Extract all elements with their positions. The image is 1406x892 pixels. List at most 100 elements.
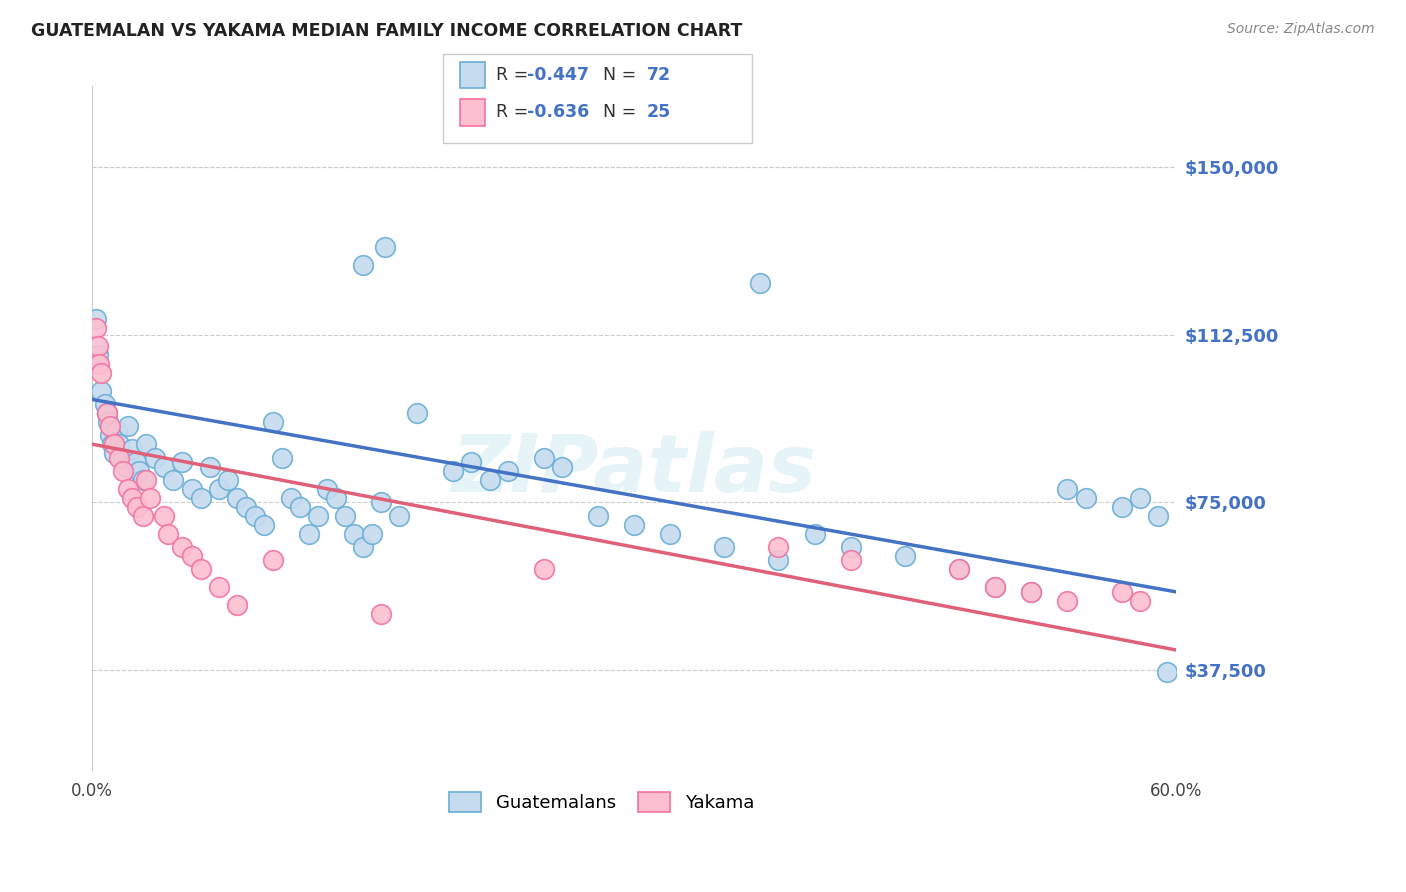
Point (839, 553, 862, 567)
Point (108, 450, 131, 465)
Point (111, 464, 134, 478)
Text: ZIPatlas: ZIPatlas (451, 431, 817, 508)
Point (478, 473, 501, 487)
Point (190, 562, 212, 576)
Point (352, 258, 374, 272)
Point (441, 464, 464, 478)
Point (253, 517, 276, 532)
Point (135, 473, 157, 487)
Point (180, 549, 202, 563)
Point (280, 491, 302, 505)
Point (533, 562, 555, 576)
Point (894, 549, 917, 563)
Point (768, 540, 790, 554)
Text: 72: 72 (647, 66, 671, 84)
Point (333, 508, 356, 523)
Point (749, 276, 772, 290)
Point (103, 446, 125, 460)
Point (370, 495, 392, 509)
Point (388, 508, 411, 523)
Text: -0.636: -0.636 (527, 103, 589, 121)
Point (121, 442, 143, 456)
Point (1146, 508, 1168, 523)
Point (107, 424, 129, 438)
Point (97, 415, 120, 429)
Text: N =: N = (592, 103, 641, 121)
Point (128, 464, 150, 478)
Text: N =: N = (592, 66, 641, 84)
Point (94, 397, 117, 411)
Point (288, 500, 311, 514)
Point (172, 455, 194, 469)
Point (1129, 491, 1152, 505)
Point (172, 540, 194, 554)
Point (96, 406, 118, 420)
Point (132, 473, 155, 487)
Point (460, 455, 482, 469)
Point (325, 491, 347, 505)
Point (803, 526, 825, 541)
Point (145, 450, 167, 465)
Point (1111, 584, 1133, 599)
Point (132, 508, 155, 523)
Point (713, 540, 735, 554)
Point (135, 437, 157, 451)
Point (948, 562, 970, 576)
Point (235, 500, 257, 514)
Point (90, 384, 112, 398)
Point (374, 240, 396, 254)
Point (101, 437, 124, 451)
Point (1074, 491, 1097, 505)
Point (153, 459, 176, 474)
Point (307, 508, 329, 523)
Point (117, 482, 139, 496)
Point (124, 455, 146, 469)
Point (1021, 584, 1043, 599)
Point (225, 598, 247, 612)
Text: GUATEMALAN VS YAKAMA MEDIAN FAMILY INCOME CORRELATION CHART: GUATEMALAN VS YAKAMA MEDIAN FAMILY INCOM… (31, 22, 742, 40)
Point (1056, 482, 1078, 496)
Point (190, 491, 212, 505)
Point (948, 562, 970, 576)
Point (157, 526, 180, 541)
Point (370, 607, 392, 622)
Point (90, 366, 112, 380)
Point (162, 473, 184, 487)
Point (96, 406, 118, 420)
Text: R =: R = (496, 103, 534, 121)
Point (115, 459, 138, 474)
Point (217, 473, 239, 487)
Point (768, 553, 790, 567)
Point (496, 464, 519, 478)
Point (262, 553, 284, 567)
Point (352, 540, 374, 554)
Point (533, 450, 555, 465)
Point (98, 428, 121, 442)
Point (839, 540, 862, 554)
Point (225, 491, 247, 505)
Point (243, 508, 266, 523)
Point (659, 526, 682, 541)
Point (84, 312, 107, 326)
Legend: Guatemalans, Yakama: Guatemalans, Yakama (439, 780, 765, 823)
Text: R =: R = (496, 66, 534, 84)
Point (551, 459, 574, 474)
Point (198, 459, 221, 474)
Point (139, 491, 162, 505)
Point (298, 526, 321, 541)
Point (270, 450, 292, 465)
Point (262, 415, 284, 429)
Point (108, 437, 131, 451)
Point (111, 450, 134, 465)
Point (84, 321, 107, 335)
Point (127, 500, 149, 514)
Point (1021, 584, 1043, 599)
Point (1056, 593, 1078, 607)
Point (180, 482, 202, 496)
Point (1129, 593, 1152, 607)
Point (406, 406, 429, 420)
Point (984, 580, 1007, 594)
Point (1111, 500, 1133, 514)
Point (121, 491, 143, 505)
Point (103, 437, 125, 451)
